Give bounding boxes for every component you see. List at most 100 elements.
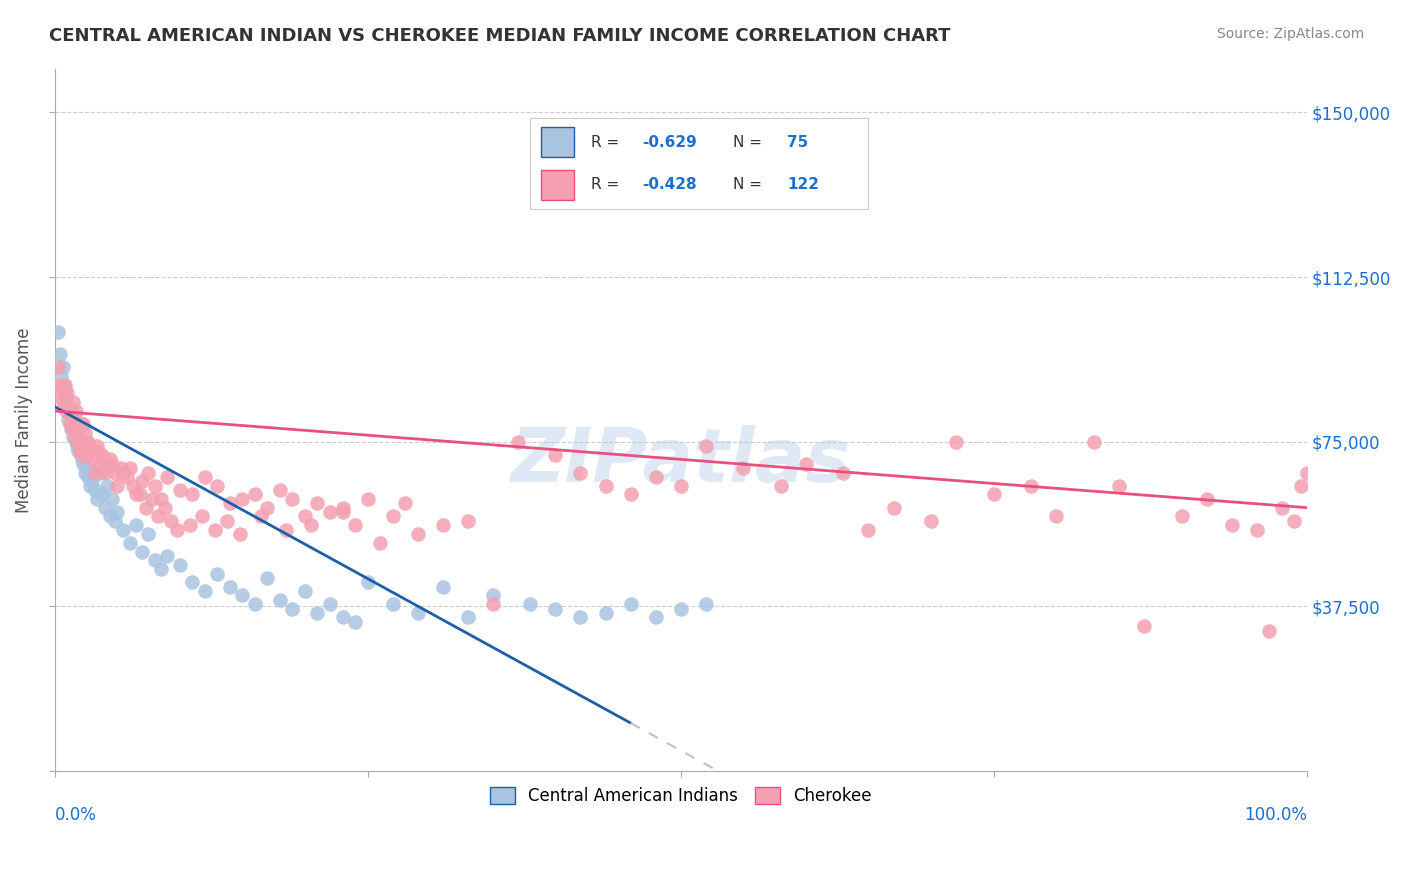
Point bbox=[1258, 624, 1281, 638]
Point bbox=[56, 386, 79, 401]
Point bbox=[91, 487, 114, 501]
Point bbox=[218, 580, 240, 594]
Point bbox=[207, 566, 229, 581]
Point bbox=[122, 479, 145, 493]
Point bbox=[432, 518, 454, 533]
Point bbox=[544, 448, 567, 462]
Point bbox=[104, 514, 127, 528]
Point bbox=[82, 475, 104, 489]
Point bbox=[1045, 509, 1067, 524]
Point bbox=[769, 479, 792, 493]
Point bbox=[695, 597, 717, 611]
Point bbox=[276, 523, 298, 537]
Point bbox=[356, 575, 378, 590]
Point bbox=[141, 491, 163, 506]
Point bbox=[148, 509, 170, 524]
Point bbox=[58, 404, 80, 418]
Point bbox=[48, 347, 70, 361]
Point bbox=[832, 466, 855, 480]
Point bbox=[243, 487, 266, 501]
Y-axis label: Median Family Income: Median Family Income bbox=[15, 327, 32, 513]
Point bbox=[153, 500, 176, 515]
Point bbox=[619, 597, 641, 611]
Legend: Central American Indians, Cherokee: Central American Indians, Cherokee bbox=[484, 780, 879, 812]
Point bbox=[70, 417, 93, 432]
Point bbox=[1295, 466, 1317, 480]
Point bbox=[381, 597, 404, 611]
Point bbox=[67, 425, 90, 440]
Point bbox=[55, 391, 77, 405]
Point bbox=[858, 523, 880, 537]
Point bbox=[1019, 479, 1042, 493]
Point bbox=[105, 479, 128, 493]
Point bbox=[65, 404, 87, 418]
Point bbox=[59, 409, 82, 423]
Point bbox=[75, 434, 97, 449]
Point bbox=[169, 483, 191, 497]
Point bbox=[217, 514, 239, 528]
Text: 0.0%: 0.0% bbox=[55, 806, 97, 824]
Point bbox=[63, 430, 86, 444]
Point bbox=[60, 422, 83, 436]
Point bbox=[179, 518, 201, 533]
Point bbox=[46, 360, 69, 375]
Point bbox=[1289, 479, 1312, 493]
Point bbox=[67, 443, 90, 458]
Point bbox=[595, 479, 617, 493]
Point bbox=[169, 558, 191, 572]
Point bbox=[181, 575, 204, 590]
Point bbox=[128, 487, 150, 501]
Point bbox=[204, 523, 226, 537]
Point bbox=[406, 527, 429, 541]
Point bbox=[80, 466, 103, 480]
Point bbox=[1284, 514, 1306, 528]
Point bbox=[207, 479, 229, 493]
Point bbox=[82, 452, 104, 467]
Point bbox=[281, 491, 304, 506]
Point bbox=[77, 434, 100, 449]
Point bbox=[104, 466, 127, 480]
Point bbox=[307, 606, 329, 620]
Point bbox=[62, 413, 84, 427]
Point bbox=[135, 500, 157, 515]
Point bbox=[191, 509, 214, 524]
Point bbox=[49, 382, 72, 396]
Point bbox=[644, 470, 666, 484]
Point bbox=[65, 434, 87, 449]
Point bbox=[143, 553, 166, 567]
Point bbox=[89, 466, 111, 480]
Point bbox=[1246, 523, 1268, 537]
Point bbox=[59, 422, 82, 436]
Point bbox=[115, 470, 138, 484]
Point bbox=[51, 391, 73, 405]
Point bbox=[269, 483, 291, 497]
Point bbox=[96, 457, 118, 471]
Point bbox=[156, 470, 179, 484]
Point bbox=[644, 610, 666, 624]
Point bbox=[250, 509, 273, 524]
Point bbox=[72, 417, 94, 432]
Text: Source: ZipAtlas.com: Source: ZipAtlas.com bbox=[1216, 27, 1364, 41]
Point bbox=[101, 491, 124, 506]
Point bbox=[1133, 619, 1156, 633]
Point bbox=[83, 483, 105, 497]
Point bbox=[96, 461, 118, 475]
Point bbox=[332, 610, 354, 624]
Point bbox=[432, 580, 454, 594]
Point bbox=[945, 434, 967, 449]
Text: ZIPatlas: ZIPatlas bbox=[510, 425, 851, 499]
Point bbox=[66, 434, 89, 449]
Point bbox=[1271, 500, 1294, 515]
Point bbox=[72, 457, 94, 471]
Point bbox=[344, 518, 367, 533]
Point bbox=[983, 487, 1005, 501]
Point bbox=[368, 536, 391, 550]
Point bbox=[149, 562, 172, 576]
Point bbox=[131, 544, 153, 558]
Point bbox=[569, 610, 592, 624]
Point bbox=[76, 461, 98, 475]
Point bbox=[89, 457, 111, 471]
Point bbox=[125, 518, 148, 533]
Point bbox=[281, 601, 304, 615]
Point bbox=[1108, 479, 1130, 493]
